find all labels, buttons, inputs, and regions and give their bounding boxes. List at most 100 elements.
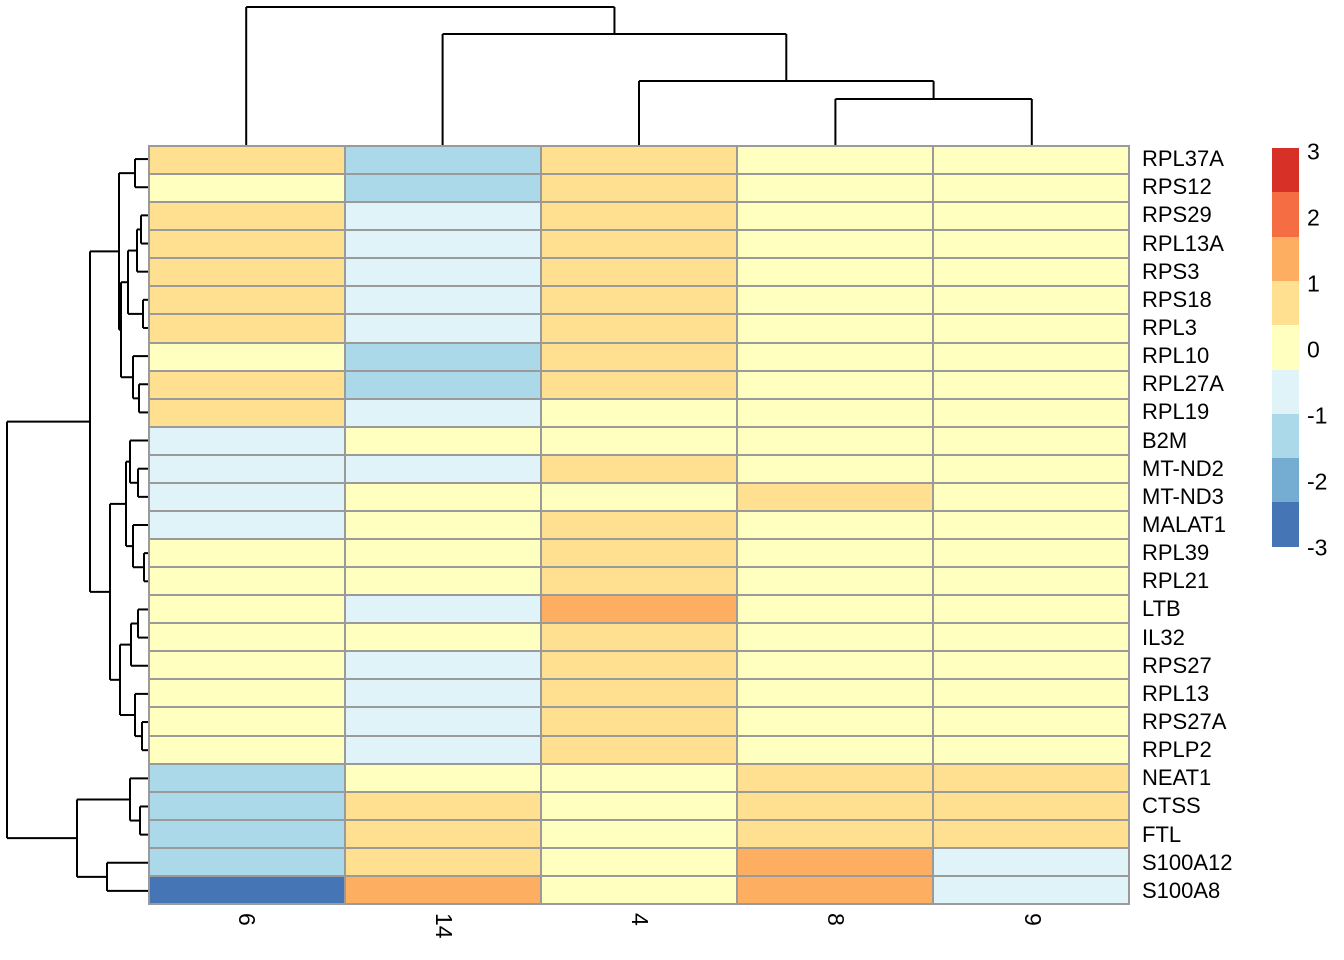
- heatmap-cell-RPS29-8: [738, 203, 932, 230]
- legend-tick-label: 0: [1307, 336, 1320, 363]
- heatmap-cell-S100A8-14: [346, 876, 540, 903]
- legend-tick-label: 3: [1307, 138, 1320, 165]
- heatmap-cell-RPS29-9: [934, 203, 1128, 230]
- heatmap-cell-IL32-8: [738, 624, 932, 651]
- row-label: RPS27: [1142, 652, 1212, 678]
- legend-tick-label: 2: [1307, 204, 1320, 231]
- heatmap-cell-RPL27A-14: [346, 371, 540, 398]
- heatmap-cell-RPL13-14: [346, 680, 540, 707]
- heatmap-cell-RPL3-9: [934, 315, 1128, 342]
- row-label: RPL13: [1142, 680, 1210, 706]
- row-label: S100A12: [1142, 849, 1233, 875]
- heatmap-cell-NEAT1-4: [542, 764, 736, 791]
- heatmap-cell-MALAT1-14: [346, 511, 540, 539]
- heatmap-cell-RPS3-4: [542, 259, 736, 286]
- row-label: RPL37A: [1142, 146, 1224, 172]
- row-label: RPL3: [1142, 314, 1198, 340]
- heatmap-cell-RPS27-8: [738, 652, 932, 679]
- heatmap-cell-RPL13A-8: [738, 231, 932, 258]
- row-label: RPS29: [1142, 202, 1212, 228]
- heatmap-cell-RPS3-8: [738, 259, 932, 286]
- heatmap-cell-MT-ND2-6: [150, 455, 344, 482]
- heatmap-cell-RPL10-9: [934, 343, 1128, 370]
- heatmap-cell-RPS12-6: [150, 175, 344, 202]
- column-label: 14: [430, 913, 457, 939]
- heatmap-cell-S100A8-6: [150, 876, 344, 903]
- heatmap-cell-B2M-6: [150, 427, 344, 454]
- heatmap-cell-LTB-14: [346, 596, 540, 623]
- heatmap-cell-S100A8-8: [738, 876, 932, 903]
- heatmap-cell-CTSS-4: [542, 792, 736, 819]
- heatmap-cell-IL32-6: [150, 624, 344, 651]
- heatmap-cell-RPL39-9: [934, 540, 1128, 567]
- heatmap-cell-RPS29-14: [346, 203, 540, 230]
- row-label: RPL13A: [1142, 230, 1224, 256]
- heatmap-cell-RPL21-4: [542, 568, 736, 595]
- heatmap-cell-RPL21-8: [738, 568, 932, 595]
- row-label: RPLP2: [1142, 737, 1212, 763]
- row-dendrogram: [6, 158, 148, 892]
- heatmap-cell-RPS27-9: [934, 652, 1128, 679]
- heatmap-cell-RPL27A-6: [150, 371, 344, 398]
- heatmap-cell-RPL13-8: [738, 680, 932, 707]
- heatmap-cell-RPL10-4: [542, 343, 736, 370]
- heatmap-cell-RPL13-6: [150, 680, 344, 707]
- heatmap-cell-RPL13A-4: [542, 231, 736, 258]
- heatmap-cell-S100A8-9: [934, 876, 1128, 903]
- row-label: RPL10: [1142, 343, 1210, 369]
- heatmap-cell-CTSS-14: [346, 792, 540, 819]
- row-label: RPS18: [1142, 286, 1212, 312]
- heatmap-cell-RPS27A-8: [738, 708, 932, 735]
- heatmap-cell-RPLP2-14: [346, 736, 540, 763]
- row-label: RPS12: [1142, 174, 1212, 200]
- heatmap-cell-B2M-14: [346, 427, 540, 454]
- row-label: RPL19: [1142, 399, 1210, 425]
- legend-color-block: [1272, 236, 1299, 282]
- heatmap-cell-RPS27-6: [150, 652, 344, 679]
- heatmap-cell-CTSS-9: [934, 792, 1128, 819]
- column-dendrogram: [245, 6, 1033, 145]
- heatmap-cell-MT-ND3-6: [150, 483, 344, 510]
- heatmap-cell-CTSS-8: [738, 792, 932, 819]
- heatmap-cell-S100A12-4: [542, 848, 736, 875]
- heatmap-cell-RPL10-8: [738, 343, 932, 370]
- heatmap-cell-MT-ND3-9: [934, 483, 1128, 510]
- heatmap-cell-RPS12-9: [934, 175, 1128, 202]
- heatmap-cell-IL32-4: [542, 624, 736, 651]
- heatmap-cell-RPS27A-14: [346, 708, 540, 735]
- row-label: LTB: [1142, 596, 1181, 622]
- legend-color-block: [1272, 502, 1299, 548]
- heatmap-cell-RPLP2-8: [738, 736, 932, 763]
- heatmap-cell-RPL19-14: [346, 399, 540, 426]
- heatmap-cell-B2M-4: [542, 427, 736, 454]
- heatmap-cell-RPS27A-9: [934, 708, 1128, 735]
- heatmap-cell-MT-ND3-8: [738, 483, 932, 510]
- heatmap-cell-LTB-4: [542, 596, 736, 623]
- heatmap-cell-IL32-14: [346, 624, 540, 651]
- heatmap-cell-RPL3-8: [738, 315, 932, 342]
- legend-color-block: [1272, 192, 1299, 238]
- heatmap-cell-RPL27A-8: [738, 371, 932, 398]
- heatmap-cell-MT-ND3-4: [542, 483, 736, 510]
- heatmap-cell-RPL19-6: [150, 399, 344, 426]
- heatmap-cell-FTL-9: [934, 820, 1128, 847]
- heatmap-cell-MT-ND2-8: [738, 455, 932, 482]
- heatmap-cell-S100A12-8: [738, 848, 932, 875]
- heatmap-cell-B2M-9: [934, 427, 1128, 454]
- heatmap-cell-S100A12-6: [150, 848, 344, 875]
- row-label: B2M: [1142, 427, 1188, 453]
- heatmap-cell-LTB-6: [150, 596, 344, 623]
- heatmap-cell-S100A8-4: [542, 876, 736, 903]
- heatmap-cell-RPS27-14: [346, 652, 540, 679]
- legend-color-block: [1272, 413, 1299, 459]
- heatmap-cell-FTL-4: [542, 820, 736, 847]
- heatmap-cell-RPS27-4: [542, 652, 736, 679]
- heatmap-cell-RPS18-14: [346, 287, 540, 314]
- heatmap-cell-MALAT1-9: [934, 511, 1128, 539]
- heatmap-cell-S100A12-9: [934, 848, 1128, 875]
- row-label: NEAT1: [1142, 765, 1212, 791]
- heatmap-cell-RPL27A-9: [934, 371, 1128, 398]
- row-label: RPS3: [1142, 258, 1200, 284]
- heatmap-cell-NEAT1-8: [738, 764, 932, 791]
- heatmap-cell-NEAT1-14: [346, 764, 540, 791]
